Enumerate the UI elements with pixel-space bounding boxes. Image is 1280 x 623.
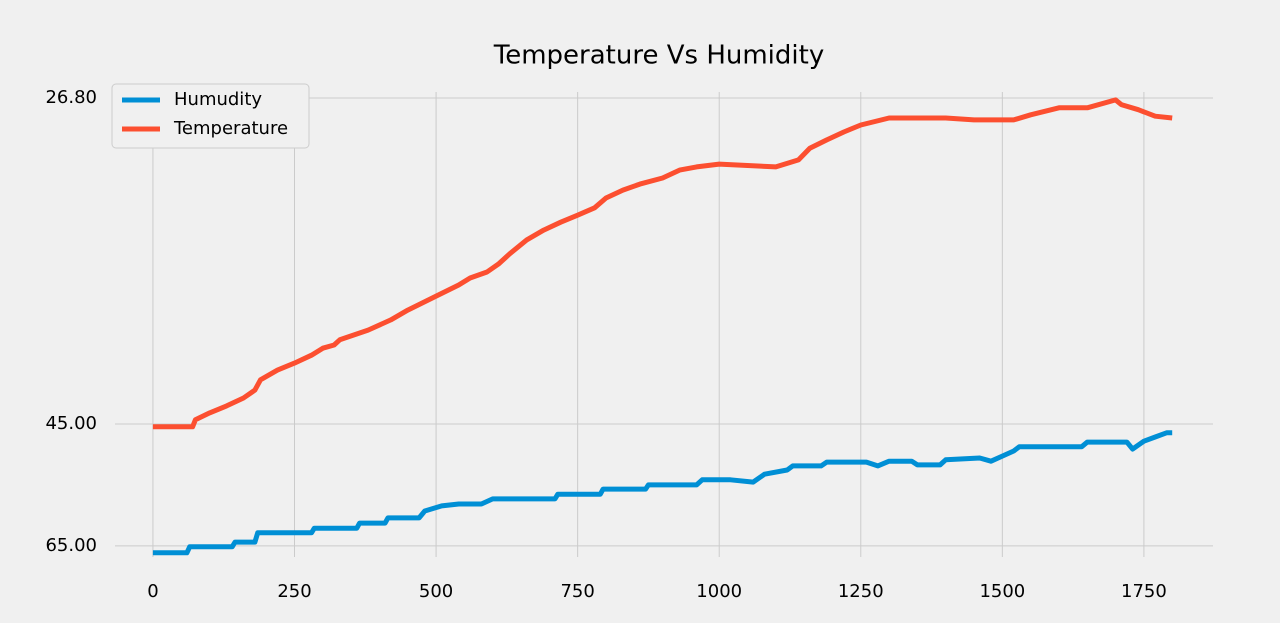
series-line [152, 430, 1173, 556]
chart-title: Temperature Vs Humidity [493, 41, 824, 71]
x-tick-label: 0 [147, 581, 158, 602]
x-tick-label: 1500 [979, 581, 1025, 602]
y-tick-label: 26.80 [45, 87, 97, 108]
x-tick-label: 250 [277, 581, 311, 602]
legend-box [111, 83, 310, 149]
x-tick-label: 500 [419, 581, 453, 602]
y-tick-label: 65.00 [45, 535, 97, 556]
x-tick-label: 1000 [696, 581, 742, 602]
legend-label: Humudity [174, 89, 262, 110]
x-tick-label: 1250 [838, 581, 884, 602]
legend-label: Temperature [173, 118, 288, 139]
y-tick-label: 45.00 [45, 413, 97, 434]
x-tick-label: 1750 [1121, 581, 1167, 602]
legend: Humudity Temperature [111, 83, 310, 149]
series-line [152, 97, 1173, 430]
x-tick-label: 750 [560, 581, 594, 602]
